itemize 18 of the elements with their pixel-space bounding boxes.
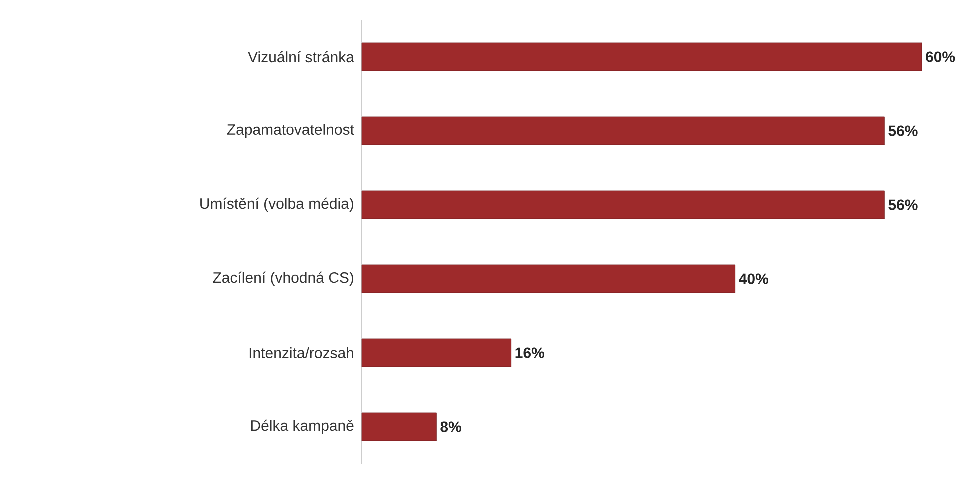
data-label: 56% (888, 200, 918, 210)
data-label: 16% (516, 348, 544, 358)
y-tick-label: Intenzita/rozsah (250, 348, 354, 359)
data-label: 8% (440, 422, 462, 432)
data-label: 60% (926, 52, 956, 62)
y-tick-label: Délka kampaně (251, 420, 354, 434)
bar (362, 412, 437, 442)
y-tick-label: Umístění (volba média) (200, 198, 354, 212)
bar (362, 190, 885, 220)
y-tick-label: Zapamatovatelnost (227, 124, 354, 138)
data-label: 56% (888, 126, 918, 136)
bar (362, 116, 885, 146)
y-tick-label: Vizuální stránka (248, 51, 354, 63)
y-tick-label: Zacílení (vhodná CS) (213, 272, 354, 286)
data-label: 40% (739, 274, 768, 284)
bar (362, 42, 922, 72)
bar (362, 338, 512, 368)
bar (362, 264, 736, 294)
